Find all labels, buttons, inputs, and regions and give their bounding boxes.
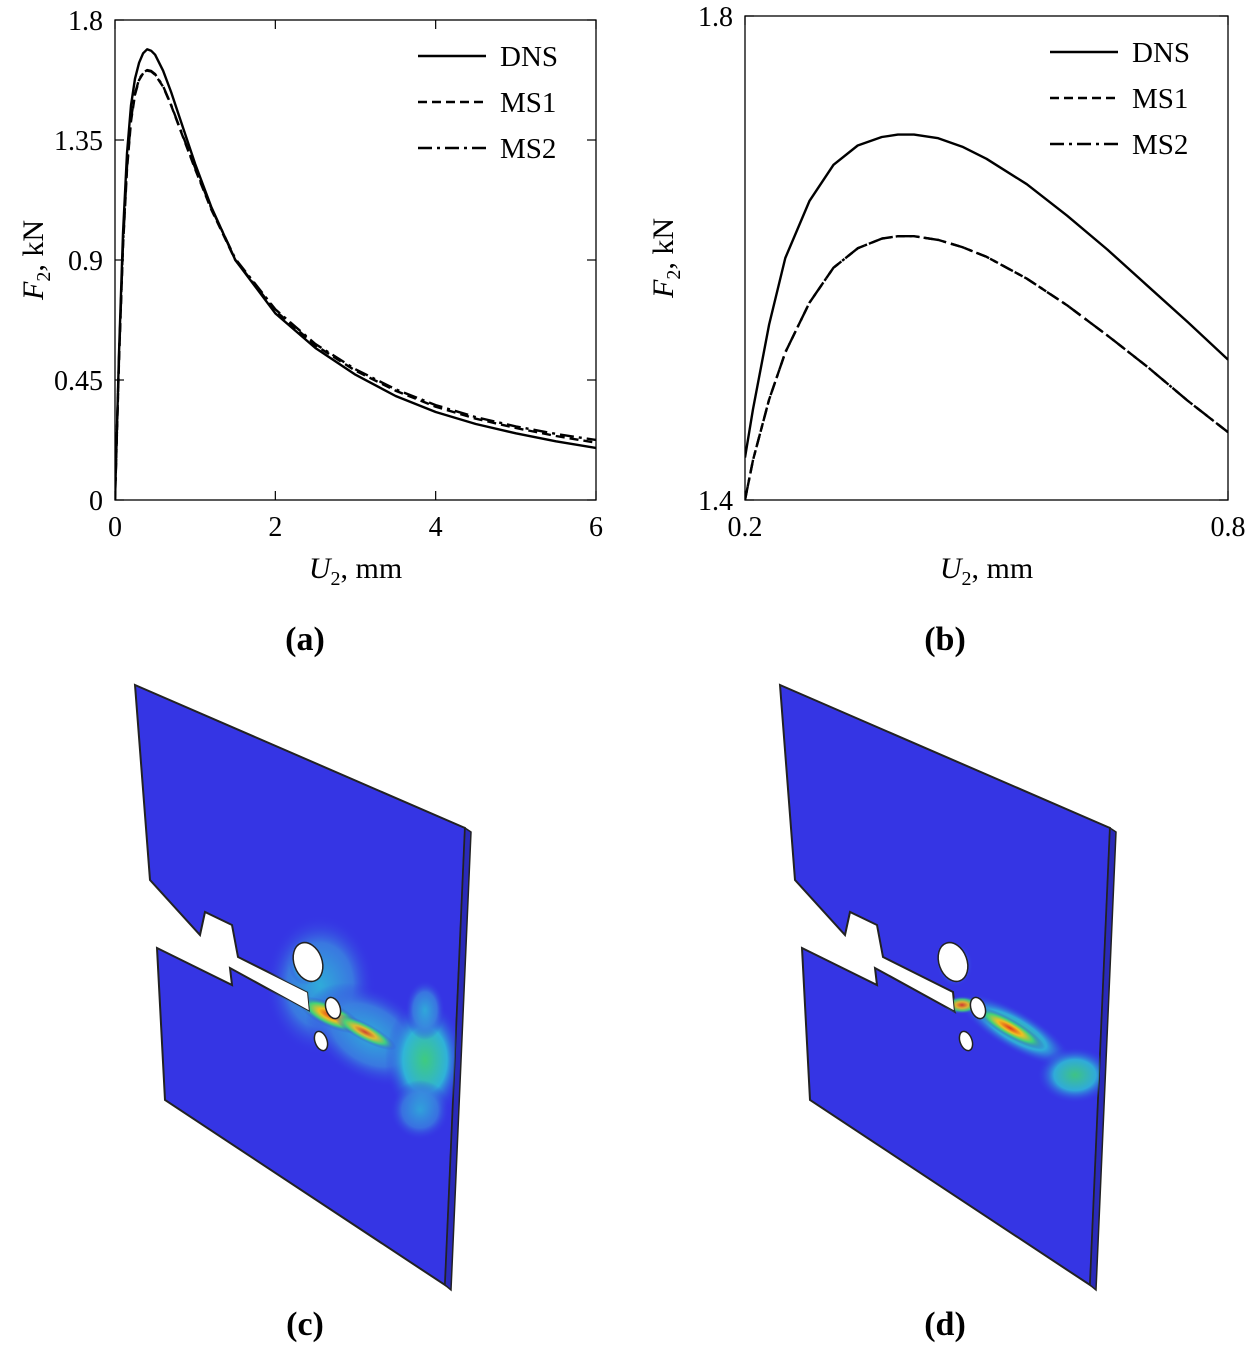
y-tick-label-a: 0.9: [68, 246, 103, 277]
y-axis-label-a: F2, kN: [17, 220, 55, 301]
plate-edge-c: [444, 826, 472, 1292]
y-tick-label-b: 1.8: [698, 2, 733, 33]
x-tick-label-a: 0: [108, 512, 122, 543]
panel-label-c: (c): [286, 1306, 324, 1343]
y-tick-label-a: 0.45: [54, 366, 103, 397]
hole-large-d: [937, 941, 969, 983]
plot-frame-b: [744, 15, 1229, 501]
x-tick-label-a: 6: [589, 512, 603, 543]
x-tick-label-a: 2: [268, 512, 282, 543]
series-line-ms1-b: [745, 235, 1228, 500]
legend-label-dns-b: DNS: [1132, 37, 1190, 69]
panel-label-d: (d): [924, 1306, 966, 1343]
hole-large-c: [292, 941, 324, 983]
y-tick-label-a: 1.35: [54, 126, 103, 157]
hole-small-c: [313, 1030, 329, 1052]
x-axis-label-a: U2, mm: [309, 552, 402, 590]
hole-medium-c: [324, 996, 342, 1020]
chart-a: 0 2 4 6 0 0.45 0.9 1.35 1.8 DNS MS1 MS2 U2, mm F2, kN: [17, 6, 603, 590]
legend-label-dns-a: DNS: [500, 41, 558, 73]
legend-label-ms1-b: MS1: [1132, 83, 1188, 115]
series-line-ms2-b: [745, 235, 1228, 500]
chart-b: 0.2 0.8 1.4 1.8 DNS MS1 MS2 U2, mm F2, kN: [647, 2, 1246, 590]
series-line-dns-b: [745, 133, 1228, 458]
x-tick-label-b: 0.2: [728, 512, 763, 543]
y-tick-label-a: 0: [89, 486, 103, 517]
y-axis-label-b: F2, kN: [647, 218, 685, 299]
x-axis-label-b: U2, mm: [940, 552, 1033, 590]
panel-label-b: (b): [924, 621, 966, 658]
legend-label-ms2-b: MS2: [1132, 129, 1188, 161]
hole-medium-d: [969, 996, 987, 1020]
x-tick-label-b: 0.8: [1211, 512, 1246, 543]
contour-plot-d: [778, 683, 1117, 1292]
contour-plot-c: [133, 683, 472, 1292]
legend-label-ms2-a: MS2: [500, 133, 556, 165]
series-line-ms2-a: [115, 68, 596, 500]
y-tick-label-b: 1.4: [698, 486, 733, 517]
hole-small-d: [958, 1030, 974, 1052]
y-tick-label-a: 1.8: [68, 6, 103, 37]
plate-edge-d: [1089, 826, 1117, 1292]
x-tick-label-a: 4: [429, 512, 443, 543]
plate-d: [778, 683, 1112, 1287]
panel-label-a: (a): [285, 621, 325, 658]
series-line-dns-a: [115, 48, 596, 500]
legend-label-ms1-a: MS1: [500, 87, 556, 119]
